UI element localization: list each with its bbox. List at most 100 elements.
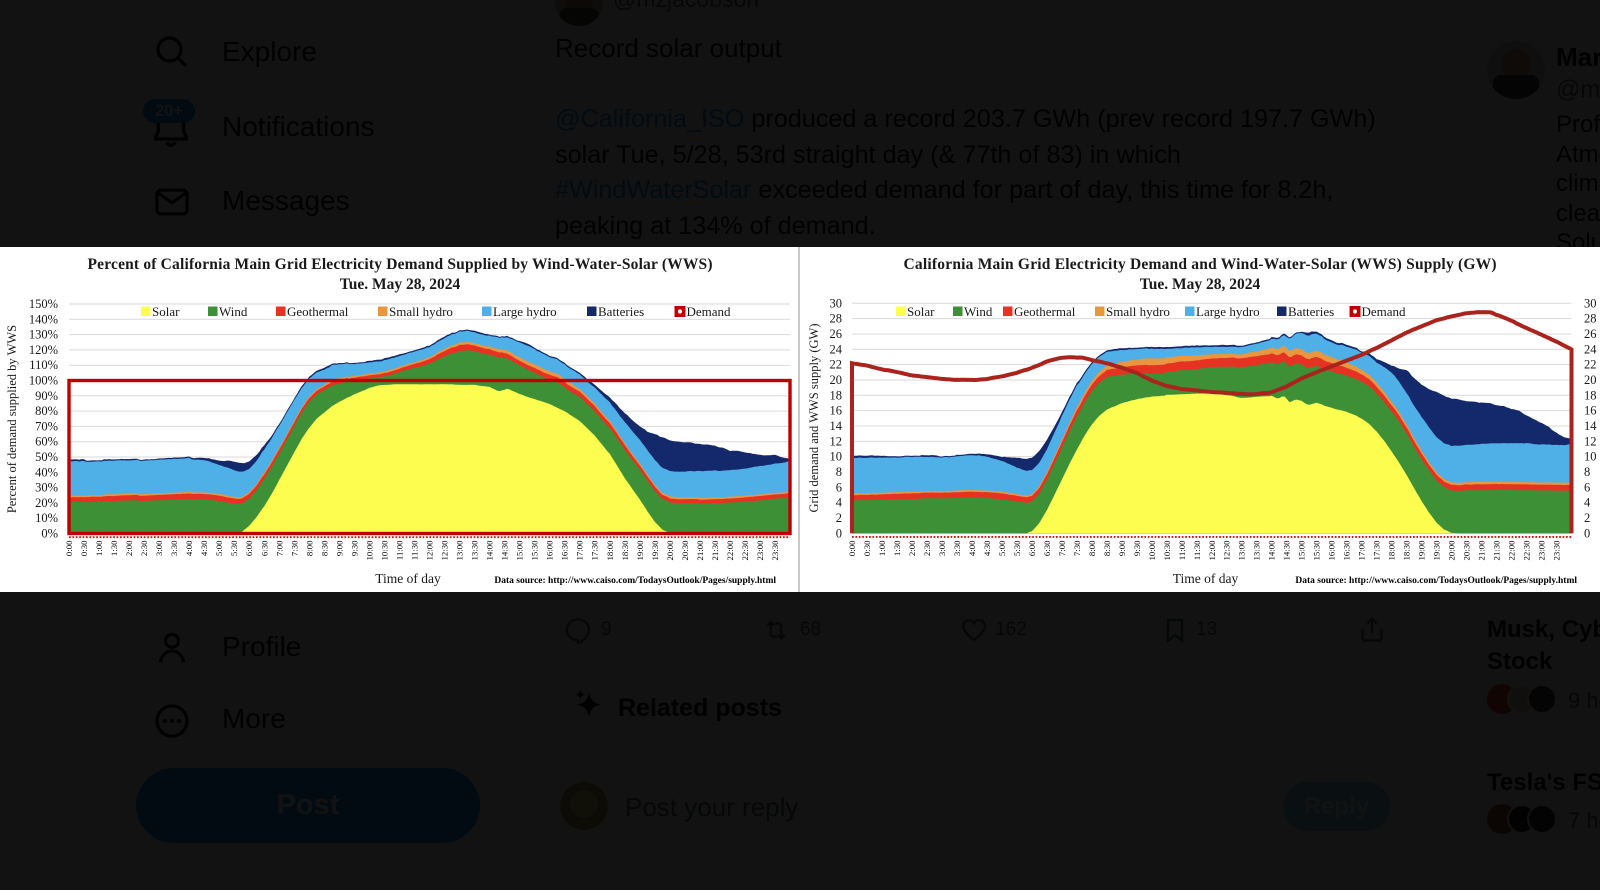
- svg-text:15:30: 15:30: [1312, 540, 1322, 561]
- svg-text:19:30: 19:30: [650, 540, 660, 561]
- svg-text:12: 12: [830, 434, 843, 448]
- svg-text:13:00: 13:00: [1237, 540, 1247, 561]
- svg-text:14:00: 14:00: [1267, 540, 1277, 561]
- svg-text:19:00: 19:00: [1417, 540, 1427, 561]
- svg-text:11:00: 11:00: [395, 540, 405, 560]
- svg-text:19:30: 19:30: [1432, 540, 1442, 561]
- svg-text:23:30: 23:30: [770, 540, 780, 561]
- svg-text:26: 26: [1584, 327, 1597, 341]
- svg-text:2: 2: [836, 511, 842, 525]
- svg-text:90%: 90%: [35, 389, 58, 403]
- svg-text:8: 8: [836, 465, 842, 479]
- svg-text:12:00: 12:00: [1207, 540, 1217, 561]
- svg-text:18:00: 18:00: [605, 540, 615, 561]
- svg-text:24: 24: [1584, 342, 1597, 356]
- svg-text:9:30: 9:30: [349, 540, 359, 556]
- svg-text:Small hydro: Small hydro: [1106, 304, 1170, 319]
- svg-text:30: 30: [830, 296, 843, 310]
- svg-text:10: 10: [830, 450, 843, 464]
- svg-text:20%: 20%: [35, 496, 58, 510]
- svg-text:18:00: 18:00: [1387, 540, 1397, 561]
- svg-text:5:00: 5:00: [214, 540, 224, 556]
- svg-text:26: 26: [830, 327, 843, 341]
- svg-text:Geothermal: Geothermal: [1014, 304, 1076, 319]
- svg-text:6: 6: [836, 480, 842, 494]
- svg-text:6:30: 6:30: [259, 540, 269, 556]
- svg-text:14: 14: [1584, 419, 1597, 433]
- svg-text:140%: 140%: [29, 312, 58, 326]
- svg-text:0:00: 0:00: [64, 540, 74, 556]
- svg-text:4: 4: [1584, 496, 1591, 510]
- svg-text:6: 6: [1584, 480, 1590, 494]
- svg-text:20: 20: [1584, 373, 1597, 387]
- svg-text:10: 10: [1584, 450, 1597, 464]
- svg-text:3:00: 3:00: [154, 540, 164, 556]
- svg-text:12:30: 12:30: [440, 540, 450, 561]
- svg-text:5:00: 5:00: [997, 540, 1007, 556]
- svg-text:0: 0: [836, 526, 842, 540]
- svg-text:4:00: 4:00: [967, 540, 977, 556]
- svg-text:16:00: 16:00: [1327, 540, 1337, 561]
- svg-text:16:30: 16:30: [1342, 540, 1352, 561]
- svg-text:23:00: 23:00: [1537, 540, 1547, 561]
- svg-text:22:00: 22:00: [725, 540, 735, 561]
- svg-text:7:30: 7:30: [1072, 540, 1082, 556]
- svg-text:10%: 10%: [35, 511, 58, 525]
- svg-text:23:00: 23:00: [755, 540, 765, 561]
- svg-text:100%: 100%: [29, 374, 58, 388]
- svg-text:Data source: http://www.caiso.: Data source: http://www.caiso.com/Todays…: [494, 576, 776, 586]
- svg-text:Tue. May 28, 2024: Tue. May 28, 2024: [340, 276, 461, 293]
- svg-text:21:30: 21:30: [710, 540, 720, 561]
- svg-text:110%: 110%: [29, 358, 58, 372]
- svg-text:10:30: 10:30: [379, 540, 389, 561]
- svg-text:6:00: 6:00: [1027, 540, 1037, 556]
- svg-text:80%: 80%: [35, 404, 58, 418]
- svg-text:18: 18: [830, 388, 843, 402]
- svg-text:9:00: 9:00: [1117, 540, 1127, 556]
- svg-text:17:00: 17:00: [575, 540, 585, 561]
- svg-text:4:30: 4:30: [982, 540, 992, 556]
- svg-text:Wind: Wind: [964, 304, 993, 319]
- svg-text:6:30: 6:30: [1042, 540, 1052, 556]
- svg-text:130%: 130%: [29, 328, 58, 342]
- svg-text:18:30: 18:30: [1402, 540, 1412, 561]
- svg-text:6:00: 6:00: [244, 540, 254, 556]
- svg-text:Solar: Solar: [152, 304, 180, 319]
- svg-text:2:00: 2:00: [907, 540, 917, 556]
- svg-text:12: 12: [1584, 434, 1597, 448]
- svg-text:22:30: 22:30: [1522, 540, 1532, 561]
- svg-text:Time of day: Time of day: [375, 571, 441, 586]
- svg-text:18:30: 18:30: [620, 540, 630, 561]
- svg-text:19:00: 19:00: [635, 540, 645, 561]
- svg-text:20:30: 20:30: [1462, 540, 1472, 561]
- svg-text:120%: 120%: [29, 343, 58, 357]
- svg-text:Solar: Solar: [907, 304, 935, 319]
- svg-text:13:30: 13:30: [470, 540, 480, 561]
- svg-text:16:00: 16:00: [545, 540, 555, 561]
- svg-text:21:30: 21:30: [1492, 540, 1502, 561]
- svg-text:14:30: 14:30: [1282, 540, 1292, 561]
- svg-text:7:00: 7:00: [274, 540, 284, 556]
- svg-text:16:30: 16:30: [560, 540, 570, 561]
- svg-text:9:00: 9:00: [334, 540, 344, 556]
- svg-text:Large hydro: Large hydro: [1196, 304, 1260, 319]
- svg-text:8: 8: [1584, 465, 1590, 479]
- svg-text:7:00: 7:00: [1057, 540, 1067, 556]
- svg-text:2:30: 2:30: [139, 540, 149, 556]
- svg-text:10:00: 10:00: [1147, 540, 1157, 561]
- svg-text:15:00: 15:00: [1297, 540, 1307, 561]
- svg-text:2: 2: [1584, 511, 1590, 525]
- svg-text:4:30: 4:30: [199, 540, 209, 556]
- svg-text:8:30: 8:30: [1102, 540, 1112, 556]
- svg-text:0%: 0%: [41, 527, 58, 541]
- svg-text:0:30: 0:30: [862, 540, 872, 556]
- svg-text:20:00: 20:00: [665, 540, 675, 561]
- svg-text:0:30: 0:30: [79, 540, 89, 556]
- svg-text:17:00: 17:00: [1357, 540, 1367, 561]
- svg-text:22:00: 22:00: [1507, 540, 1517, 561]
- svg-text:Batteries: Batteries: [1288, 304, 1334, 319]
- svg-text:22: 22: [830, 358, 843, 372]
- svg-text:15:00: 15:00: [515, 540, 525, 561]
- svg-text:10:00: 10:00: [364, 540, 374, 561]
- svg-text:16: 16: [830, 404, 843, 418]
